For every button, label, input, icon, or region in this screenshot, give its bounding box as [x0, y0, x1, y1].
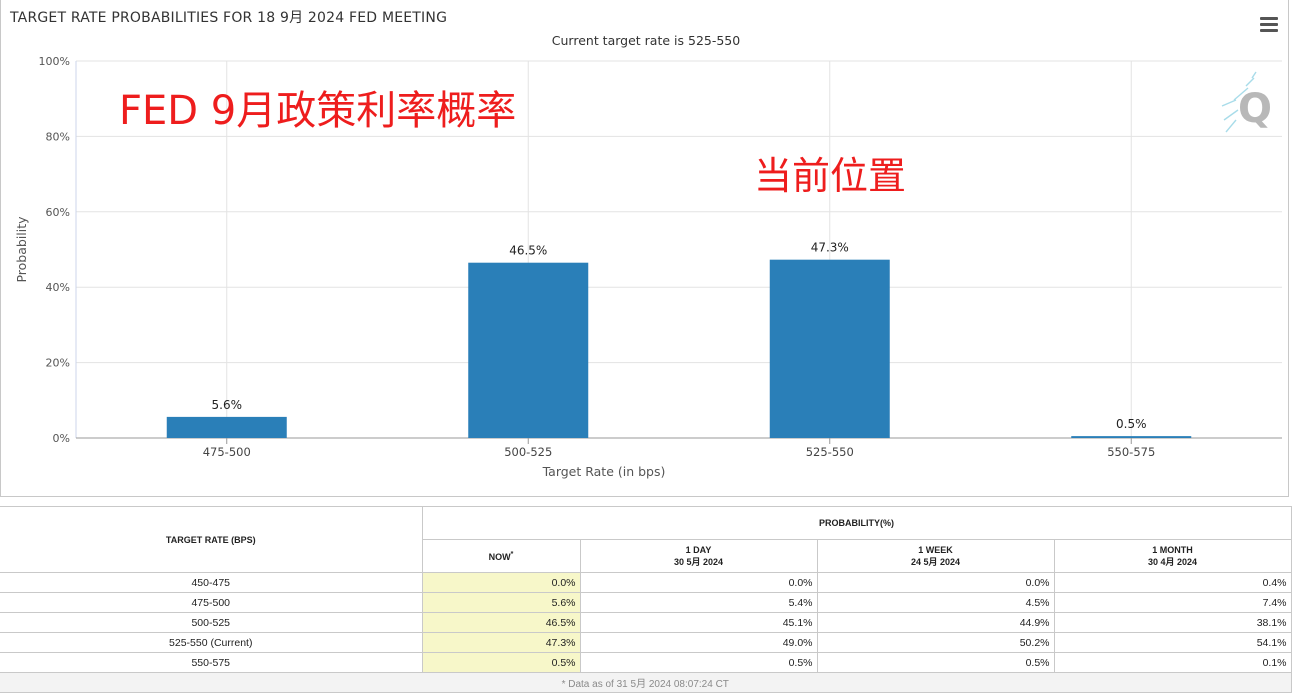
y-tick-label: 80% — [46, 130, 70, 143]
logo-letter: Q — [1238, 86, 1272, 132]
cell-1-day: 0.0% — [579, 572, 818, 593]
table-row: 525-550 (Current) 47.3% 49.0% 50.2% 54.1% — [0, 632, 1292, 653]
x-tick-label: 475-500 — [203, 445, 251, 459]
header-1-month: 1 MONTH 30 4月 2024 — [1053, 539, 1292, 573]
bar — [166, 416, 287, 438]
y-tick-label: 40% — [46, 281, 70, 294]
cell-1-month: 0.4% — [1053, 572, 1292, 593]
cell-1-day: 0.5% — [579, 652, 818, 673]
header-now: NOW* — [421, 539, 581, 573]
quikstrike-logo-icon: Q — [1221, 71, 1272, 133]
data-label: 5.6% — [212, 398, 243, 412]
y-axis-title: Probability — [14, 216, 29, 283]
cell-now: 0.0% — [421, 572, 581, 593]
cell-now: 0.5% — [421, 652, 581, 673]
cell-now: 5.6% — [421, 592, 581, 613]
header-1-month-label: 1 MONTH — [1152, 545, 1193, 555]
header-now-label: NOW — [488, 552, 511, 562]
x-tick-label: 525-550 — [806, 445, 854, 459]
overlay-annotation-current-position: 当前位置 — [754, 154, 907, 198]
cell-rate: 500-525 — [0, 612, 423, 633]
probability-table: TARGET RATE (BPS) PROBABILITY(%) NOW* 1 … — [0, 506, 1292, 693]
y-tick-label: 100% — [39, 55, 70, 68]
cell-1-month: 38.1% — [1053, 612, 1292, 633]
y-tick-label: 60% — [46, 206, 70, 219]
chart-subtitle: Current target rate is 525-550 — [551, 33, 741, 48]
x-tick-label: 550-575 — [1107, 445, 1155, 459]
header-1-week-label: 1 WEEK — [918, 545, 953, 555]
overlay-annotation-title: FED 9月政策利率概率 — [119, 88, 517, 134]
header-1-week-date: 24 5月 2024 — [910, 557, 961, 567]
header-now-marker: * — [510, 551, 514, 558]
cell-1-month: 7.4% — [1053, 592, 1292, 613]
cell-1-day: 5.4% — [579, 592, 818, 613]
table-row: 450-475 0.0% 0.0% 0.0% 0.4% — [0, 572, 1292, 593]
header-probability: PROBABILITY(%) — [421, 506, 1292, 540]
cell-1-day: 49.0% — [579, 632, 818, 653]
y-tick-label: 0% — [53, 432, 70, 445]
cell-now: 46.5% — [421, 612, 581, 633]
header-target-rate: TARGET RATE (BPS) — [0, 506, 423, 573]
header-1-day-date: 30 5月 2024 — [673, 557, 724, 567]
chart-panel: TARGET RATE PROBABILITIES FOR 18 9月 2024… — [0, 0, 1289, 497]
cell-1-week: 0.5% — [816, 652, 1055, 673]
header-1-week: 1 WEEK 24 5月 2024 — [816, 539, 1055, 573]
data-label: 47.3% — [811, 241, 849, 255]
chart-title: TARGET RATE PROBABILITIES FOR 18 9月 2024… — [10, 10, 448, 26]
bar — [1071, 436, 1192, 438]
bar-chart: 0% 20% 40% 60% 80% 100% 5.6% 475-500 46.5% 500-52… — [14, 55, 1282, 479]
header-1-month-date: 30 4月 2024 — [1147, 557, 1198, 567]
cell-1-month: 54.1% — [1053, 632, 1292, 653]
header-1-day-label: 1 DAY — [685, 545, 712, 555]
cell-1-week: 4.5% — [816, 592, 1055, 613]
y-tick-label: 20% — [46, 357, 70, 370]
cell-rate: 450-475 — [0, 572, 423, 593]
cell-rate: 475-500 — [0, 592, 423, 613]
cell-rate: 525-550 (Current) — [0, 632, 423, 653]
cell-now: 47.3% — [421, 632, 581, 653]
table-body: 450-475 0.0% 0.0% 0.0% 0.4% 475-500 5.6% 5.4% 4.… — [0, 572, 1292, 673]
cell-1-week: 44.9% — [816, 612, 1055, 633]
header-1-day: 1 DAY 30 5月 2024 — [579, 539, 818, 573]
x-axis-title: Target Rate (in bps) — [542, 464, 666, 479]
cell-1-month: 0.1% — [1053, 652, 1292, 673]
hamburger-menu-icon[interactable] — [1260, 17, 1278, 33]
data-label: 0.5% — [1116, 417, 1147, 431]
table-row: 475-500 5.6% 5.4% 4.5% 7.4% — [0, 592, 1292, 613]
cell-1-week: 50.2% — [816, 632, 1055, 653]
table-row: 550-575 0.5% 0.5% 0.5% 0.1% — [0, 652, 1292, 673]
table-footer-note: * Data as of 31 5月 2024 08:07:24 CT — [0, 672, 1292, 693]
table-row: 500-525 46.5% 45.1% 44.9% 38.1% — [0, 612, 1292, 633]
bar — [468, 262, 589, 438]
cell-1-day: 45.1% — [579, 612, 818, 633]
cell-1-week: 0.0% — [816, 572, 1055, 593]
x-tick-label: 500-525 — [504, 445, 552, 459]
bar — [769, 259, 890, 438]
data-label: 46.5% — [509, 244, 547, 258]
cell-rate: 550-575 — [0, 652, 423, 673]
